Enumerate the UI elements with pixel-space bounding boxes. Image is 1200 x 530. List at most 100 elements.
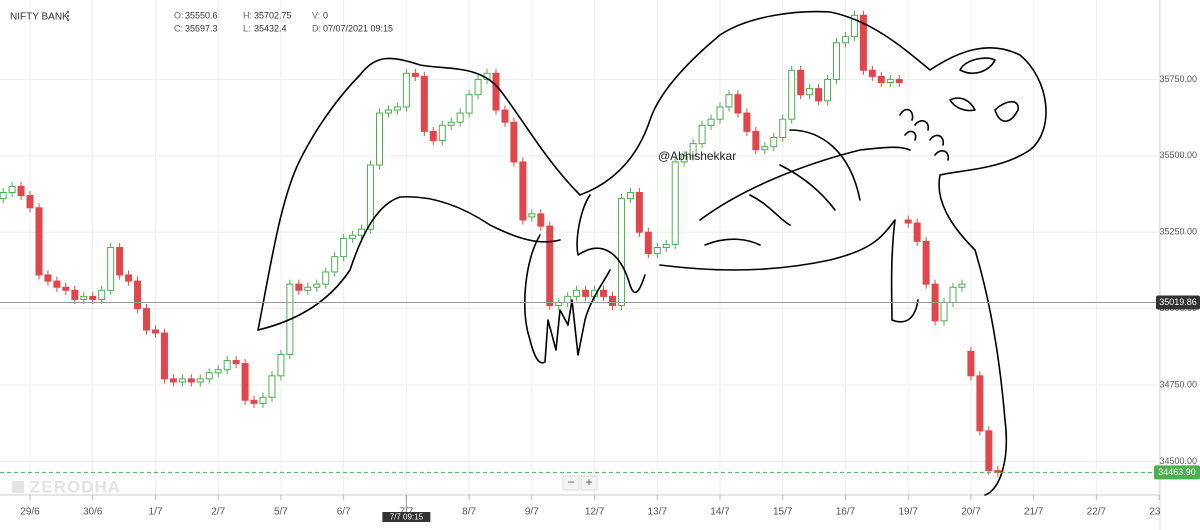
y-tick-label: 34750.00 xyxy=(1159,379,1197,389)
zoom-button[interactable]: − xyxy=(562,475,580,491)
candle-body xyxy=(160,332,168,380)
candle-body xyxy=(833,42,841,80)
x-tick-label: 30/6 xyxy=(83,507,103,518)
candle-body xyxy=(447,121,455,126)
candles xyxy=(0,10,1002,477)
candle-body xyxy=(411,72,419,77)
x-tick-label: 6/7 xyxy=(337,507,351,518)
candle-body xyxy=(608,295,616,307)
last-price-box xyxy=(1154,465,1200,480)
candle-body xyxy=(716,106,724,120)
candle-body xyxy=(671,161,679,245)
candle-body xyxy=(71,289,79,300)
candle-body xyxy=(232,360,240,365)
menu-icon[interactable] xyxy=(66,10,70,22)
candle-body xyxy=(492,72,500,111)
candle-body xyxy=(653,247,661,255)
candle-body xyxy=(904,219,912,224)
candle-body xyxy=(698,124,706,145)
candle-body xyxy=(125,274,133,282)
candle-body xyxy=(501,109,509,123)
candle-body xyxy=(913,222,921,242)
candle-body xyxy=(519,161,527,221)
x-tick-label: 2/7 xyxy=(211,507,225,518)
candle-body xyxy=(35,207,43,276)
candle-body xyxy=(322,271,330,285)
candle-body xyxy=(886,78,894,83)
candle-body xyxy=(528,213,536,218)
zoom-button-label: + xyxy=(585,475,592,489)
candle-body xyxy=(178,378,186,383)
candle-body xyxy=(80,295,88,300)
candle-body xyxy=(895,78,903,83)
zoom-button[interactable]: + xyxy=(580,475,598,491)
ohlc-key: H: xyxy=(243,10,252,20)
candle-body xyxy=(743,112,751,132)
y-tick-label: 35750.00 xyxy=(1159,74,1197,84)
crosshair-price-box xyxy=(1156,295,1200,310)
candle-body xyxy=(295,283,303,291)
x-tick-label: 29/6 xyxy=(20,507,40,518)
candle-body xyxy=(815,88,823,102)
candle-body xyxy=(438,124,446,142)
zoom-button-box xyxy=(580,475,598,491)
candle-body xyxy=(196,378,204,383)
candle-body xyxy=(922,240,930,285)
grid xyxy=(0,0,1160,495)
candle-body xyxy=(429,130,437,142)
candle-body xyxy=(510,121,518,163)
annotation: @Abhishekkar xyxy=(658,149,736,163)
crosshair-price-label: 35019.86 xyxy=(1159,297,1197,307)
x-tick-label: 23/7 xyxy=(1149,507,1169,518)
candle-body xyxy=(331,256,339,273)
candle-body xyxy=(143,308,151,331)
ohlc-key: O: xyxy=(174,10,184,20)
candle-body xyxy=(169,378,177,383)
candle-body xyxy=(465,94,473,114)
candle-body xyxy=(393,106,401,111)
candle-body xyxy=(0,192,7,200)
x-tick-label: 14/7 xyxy=(710,507,730,518)
candle-body xyxy=(187,378,195,383)
x-tick-label: 15/7 xyxy=(773,507,793,518)
candle-body xyxy=(107,247,115,291)
candle-body xyxy=(707,118,715,126)
x-tick-label: 9/7 xyxy=(525,507,539,518)
candle-body xyxy=(250,399,258,404)
candle-body xyxy=(8,185,16,193)
x-tick-label: 21/7 xyxy=(1024,507,1044,518)
candle-body xyxy=(223,360,231,371)
candle-body xyxy=(537,213,545,227)
y-tick-label: 35250.00 xyxy=(1159,227,1197,237)
candle-body xyxy=(680,155,688,163)
candle-body xyxy=(89,295,97,300)
candle-body xyxy=(44,274,52,282)
candle-body xyxy=(116,247,124,276)
candle-body xyxy=(635,192,643,233)
ohlc-key: V: xyxy=(312,10,320,20)
candle-body xyxy=(134,280,142,310)
candle-body xyxy=(573,289,581,297)
candle-body xyxy=(850,14,858,38)
candle-body xyxy=(859,14,867,71)
candle-body xyxy=(304,286,312,291)
candle-body xyxy=(268,375,276,398)
candle-body xyxy=(824,78,832,102)
candle-body xyxy=(62,286,70,291)
candle-body xyxy=(384,109,392,114)
ohlc-key: C: xyxy=(174,23,183,33)
overlay: ZERODHA @Abhishekkar 35019.86 7/7 09:15 3446… xyxy=(0,149,1200,522)
ohlc-value: 35432.4 xyxy=(254,23,287,33)
x-tick-label: 5/7 xyxy=(274,507,288,518)
y-tick-label: 35500.00 xyxy=(1159,150,1197,160)
candle-body xyxy=(644,231,652,255)
candle-body xyxy=(940,302,948,322)
x-tick-label: 19/7 xyxy=(898,507,918,518)
candle-body xyxy=(806,88,814,96)
instrument-name: NIFTY BANK xyxy=(10,12,69,23)
ohlc-value: 35597.3 xyxy=(185,23,218,33)
candle-body xyxy=(734,94,742,114)
